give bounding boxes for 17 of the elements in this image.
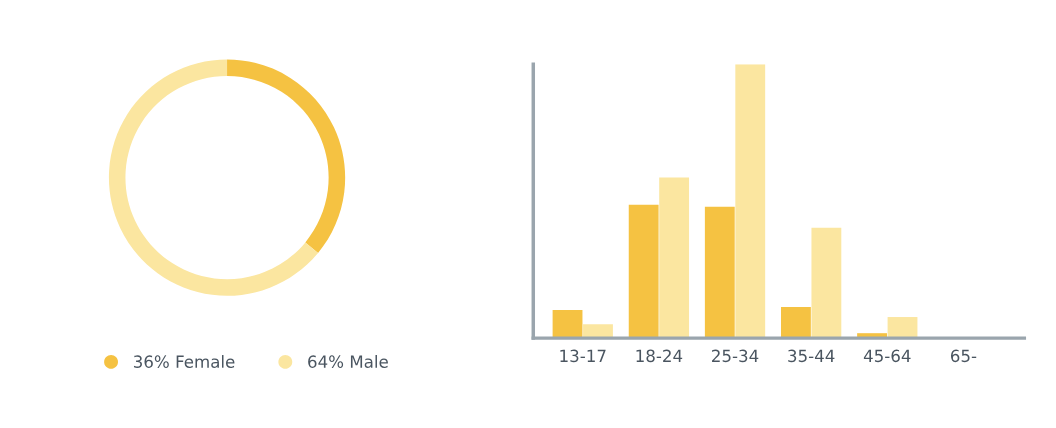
x-tick-label: 18-24 [636,349,683,363]
donut-slice [108,59,319,296]
legend-label: 64% Male [308,355,388,368]
legend-label: 36% Female [133,355,235,368]
bar [628,204,659,339]
bar [552,309,583,339]
x-tick-label: 45-64 [863,349,911,363]
bar [735,64,766,339]
x-tick-label: 13-17 [560,349,606,363]
bar [659,177,690,339]
x-tick-label: 65- [950,349,977,363]
x-tick-label: 25-34 [712,349,759,363]
donut-slice [227,59,346,253]
x-tick-label: 35-44 [788,349,835,363]
bar [781,306,811,339]
bar [704,206,735,339]
bar [811,227,842,339]
